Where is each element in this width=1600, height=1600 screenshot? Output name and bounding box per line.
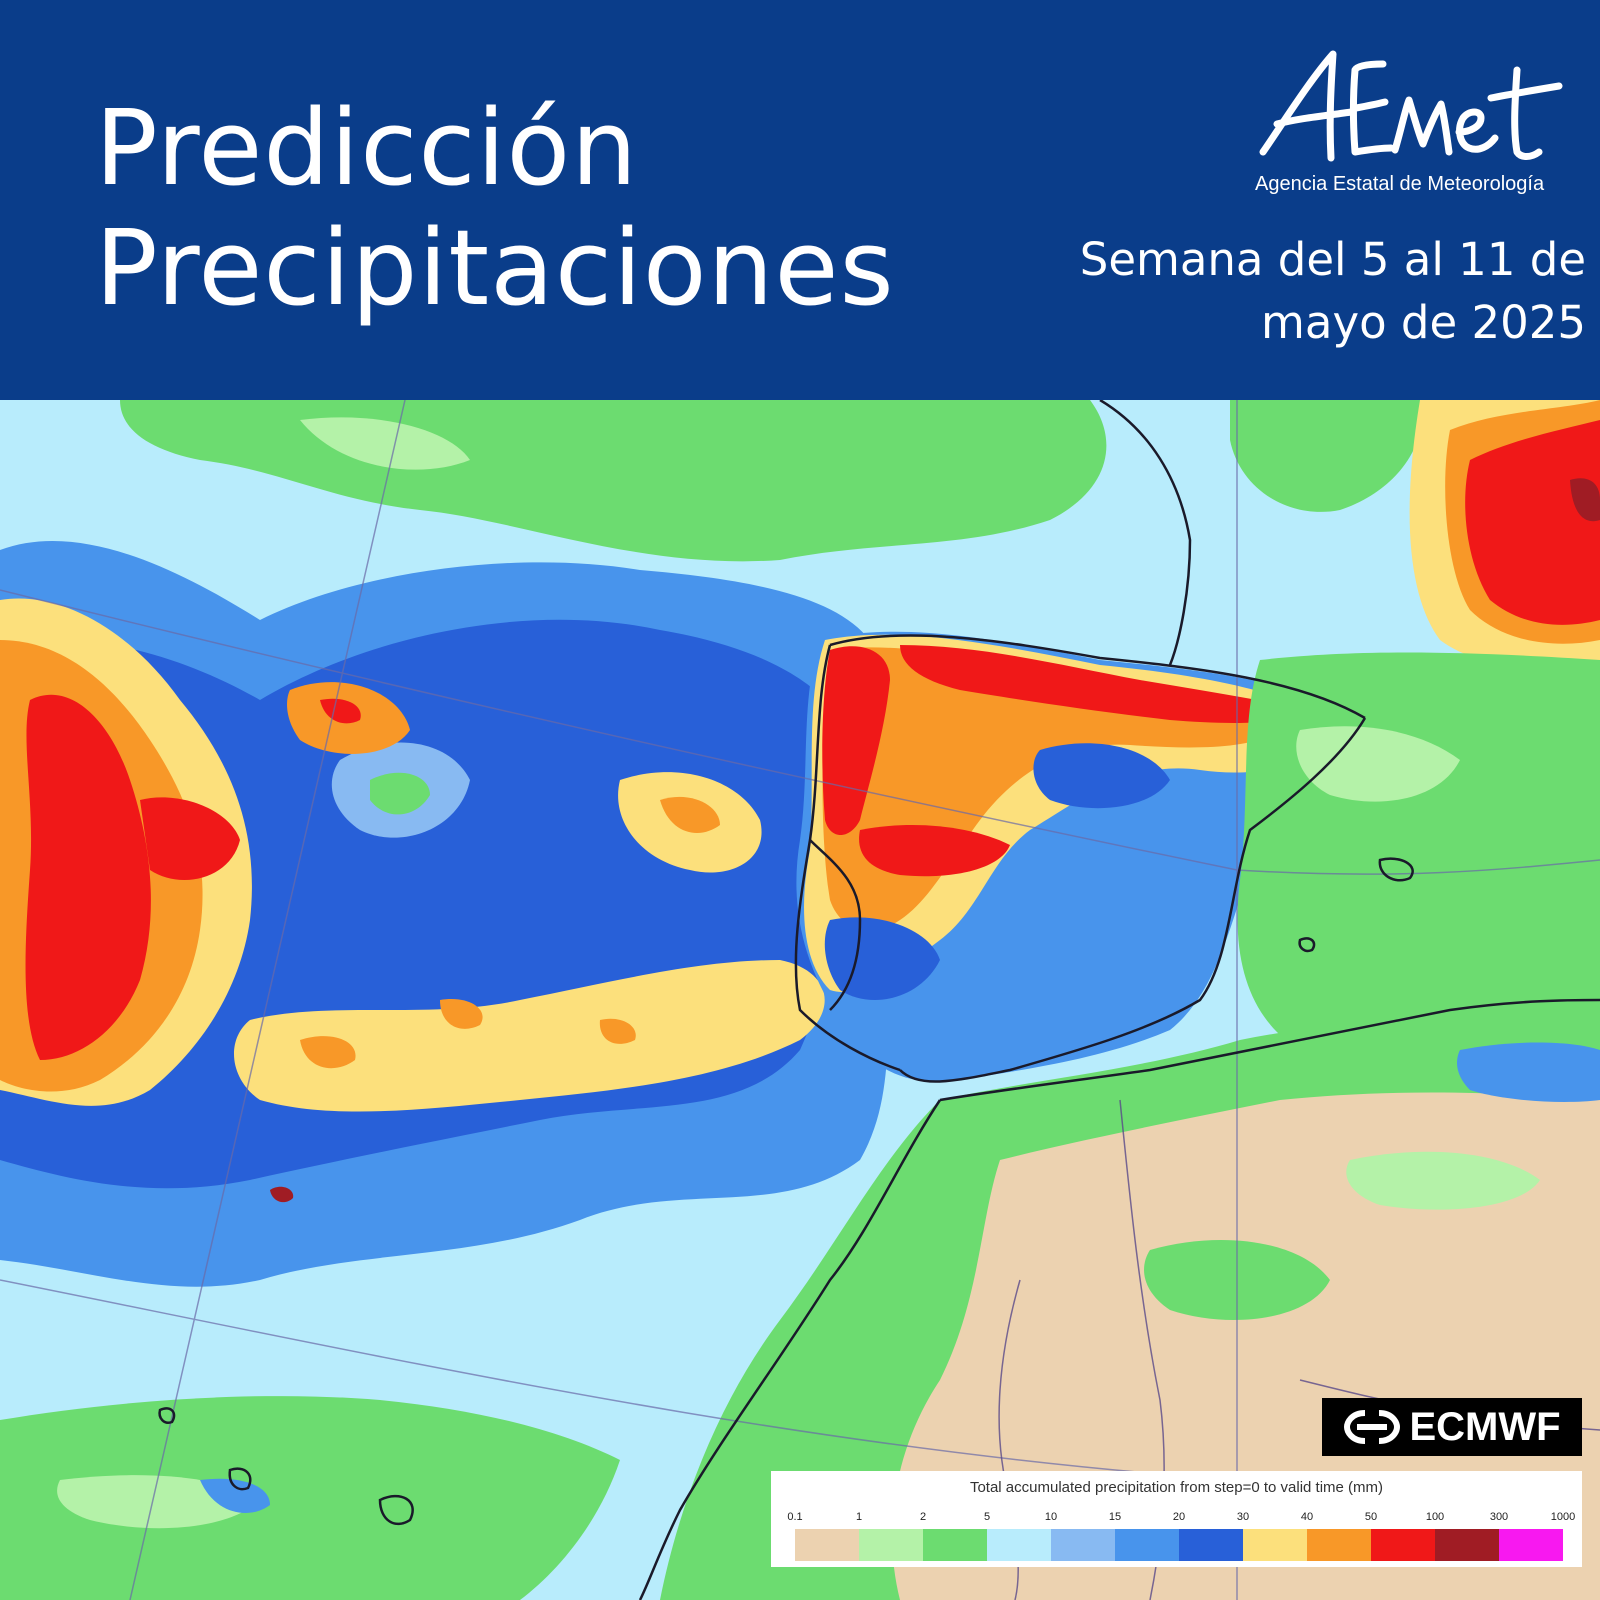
coast-iberia-west <box>794 644 901 1072</box>
legend-tick-label: 2 <box>919 1511 927 1523</box>
central-orange-spots <box>300 999 636 1069</box>
graticule <box>0 400 1600 1600</box>
legend-swatch-10 <box>1435 1529 1500 1561</box>
legend-swatch-7 <box>1243 1529 1308 1561</box>
legend-swatch-3 <box>987 1529 1052 1561</box>
week-label: Semana del 5 al 11 de mayo de 2025 <box>1080 228 1586 354</box>
iberia-north-red <box>900 645 1310 723</box>
canary-3 <box>158 1407 176 1424</box>
legend-tick-label: 20 <box>1172 1511 1186 1523</box>
legend-swatch-0 <box>795 1529 860 1561</box>
coast-iberia-north <box>829 634 1366 720</box>
mediterranean-light-green <box>1296 726 1460 802</box>
week-line-1: Semana del 5 al 11 de <box>1079 233 1586 286</box>
mediterranean-green <box>1237 652 1600 1050</box>
legend-swatch-4 <box>1051 1529 1116 1561</box>
legend-tick-label: 10 <box>1044 1511 1058 1523</box>
west-front-red <box>25 694 151 1060</box>
iberia-southwest-blue <box>824 917 940 1000</box>
legend-swatch-2 <box>923 1529 988 1561</box>
legend-tick-label: 0.1 <box>787 1511 803 1523</box>
legend-swatch-9 <box>1371 1529 1436 1561</box>
balearic-2 <box>1298 937 1316 953</box>
legend-tick-label: 100 <box>1425 1511 1445 1523</box>
coast-africa-north <box>939 998 1600 1102</box>
legend-tick-label: 300 <box>1489 1511 1509 1523</box>
north-green-patch <box>300 417 470 470</box>
legend-swatch-8 <box>1307 1529 1372 1561</box>
ecmwf-logo-text: ECMWF <box>1409 1404 1561 1449</box>
small-red-dot <box>270 1186 294 1203</box>
border-portugal <box>809 839 862 1011</box>
canary-1 <box>228 1467 252 1491</box>
legend-tick-label: 15 <box>1108 1511 1122 1523</box>
southeast-blue <box>1457 1042 1600 1102</box>
central-yellow-band <box>233 960 825 1112</box>
northeast-red <box>1465 420 1600 625</box>
balearic-1 <box>1378 857 1414 882</box>
legend-tick-label: 5 <box>983 1511 991 1523</box>
coast-iberia-east <box>899 717 1367 1083</box>
northeast-dark-red <box>1570 478 1600 522</box>
precipitation-legend: Total accumulated precipitation from ste… <box>771 1471 1582 1567</box>
legend-swatch-5 <box>1115 1529 1180 1561</box>
mid-orange-blob <box>660 796 720 833</box>
northwest-red-blob <box>320 698 361 724</box>
legend-swatch-11 <box>1499 1529 1563 1561</box>
legend-tick-label: 1000 <box>1550 1511 1576 1523</box>
legend-color-bar <box>795 1529 1563 1561</box>
iberia-blue-interior <box>1033 743 1170 809</box>
coastlines <box>158 400 1600 1600</box>
legend-swatch-1 <box>859 1529 924 1561</box>
north-east-green <box>1230 400 1422 512</box>
coast-africa <box>638 1099 942 1600</box>
iberia-northwest-red <box>822 646 890 835</box>
legend-tick-label: 40 <box>1300 1511 1314 1523</box>
ecmwf-logo: ECMWF <box>1322 1398 1582 1456</box>
legend-title: Total accumulated precipitation from ste… <box>969 1479 1384 1496</box>
week-line-2: mayo de 2025 <box>1261 296 1586 349</box>
west-red-core <box>140 797 240 880</box>
atlantic-green-hole <box>370 772 430 815</box>
header-banner: Predicción Precipitaciones Agencia Estat… <box>0 0 1600 400</box>
ecmwf-emblem-icon <box>1344 1410 1401 1444</box>
coast-france <box>1099 400 1192 666</box>
legend-swatch-6 <box>1179 1529 1244 1561</box>
canary-2 <box>378 1494 414 1526</box>
aemet-logo <box>1259 50 1563 162</box>
iberia-central-red <box>859 825 1010 877</box>
logo-subtitle: Agencia Estatal de Meteorología <box>1255 173 1545 195</box>
precipitation-map <box>0 400 1600 1600</box>
north-africa-light-green <box>1346 1151 1540 1210</box>
legend-tick-label: 30 <box>1236 1511 1250 1523</box>
legend-tick-label: 1 <box>855 1511 863 1523</box>
legend-tick-label: 50 <box>1364 1511 1378 1523</box>
title-line-2: Precipitaciones <box>95 207 895 329</box>
title-line-1: Predicción <box>95 87 639 209</box>
southwest-green <box>0 1396 620 1600</box>
southwest-blue-patch <box>200 1478 270 1513</box>
